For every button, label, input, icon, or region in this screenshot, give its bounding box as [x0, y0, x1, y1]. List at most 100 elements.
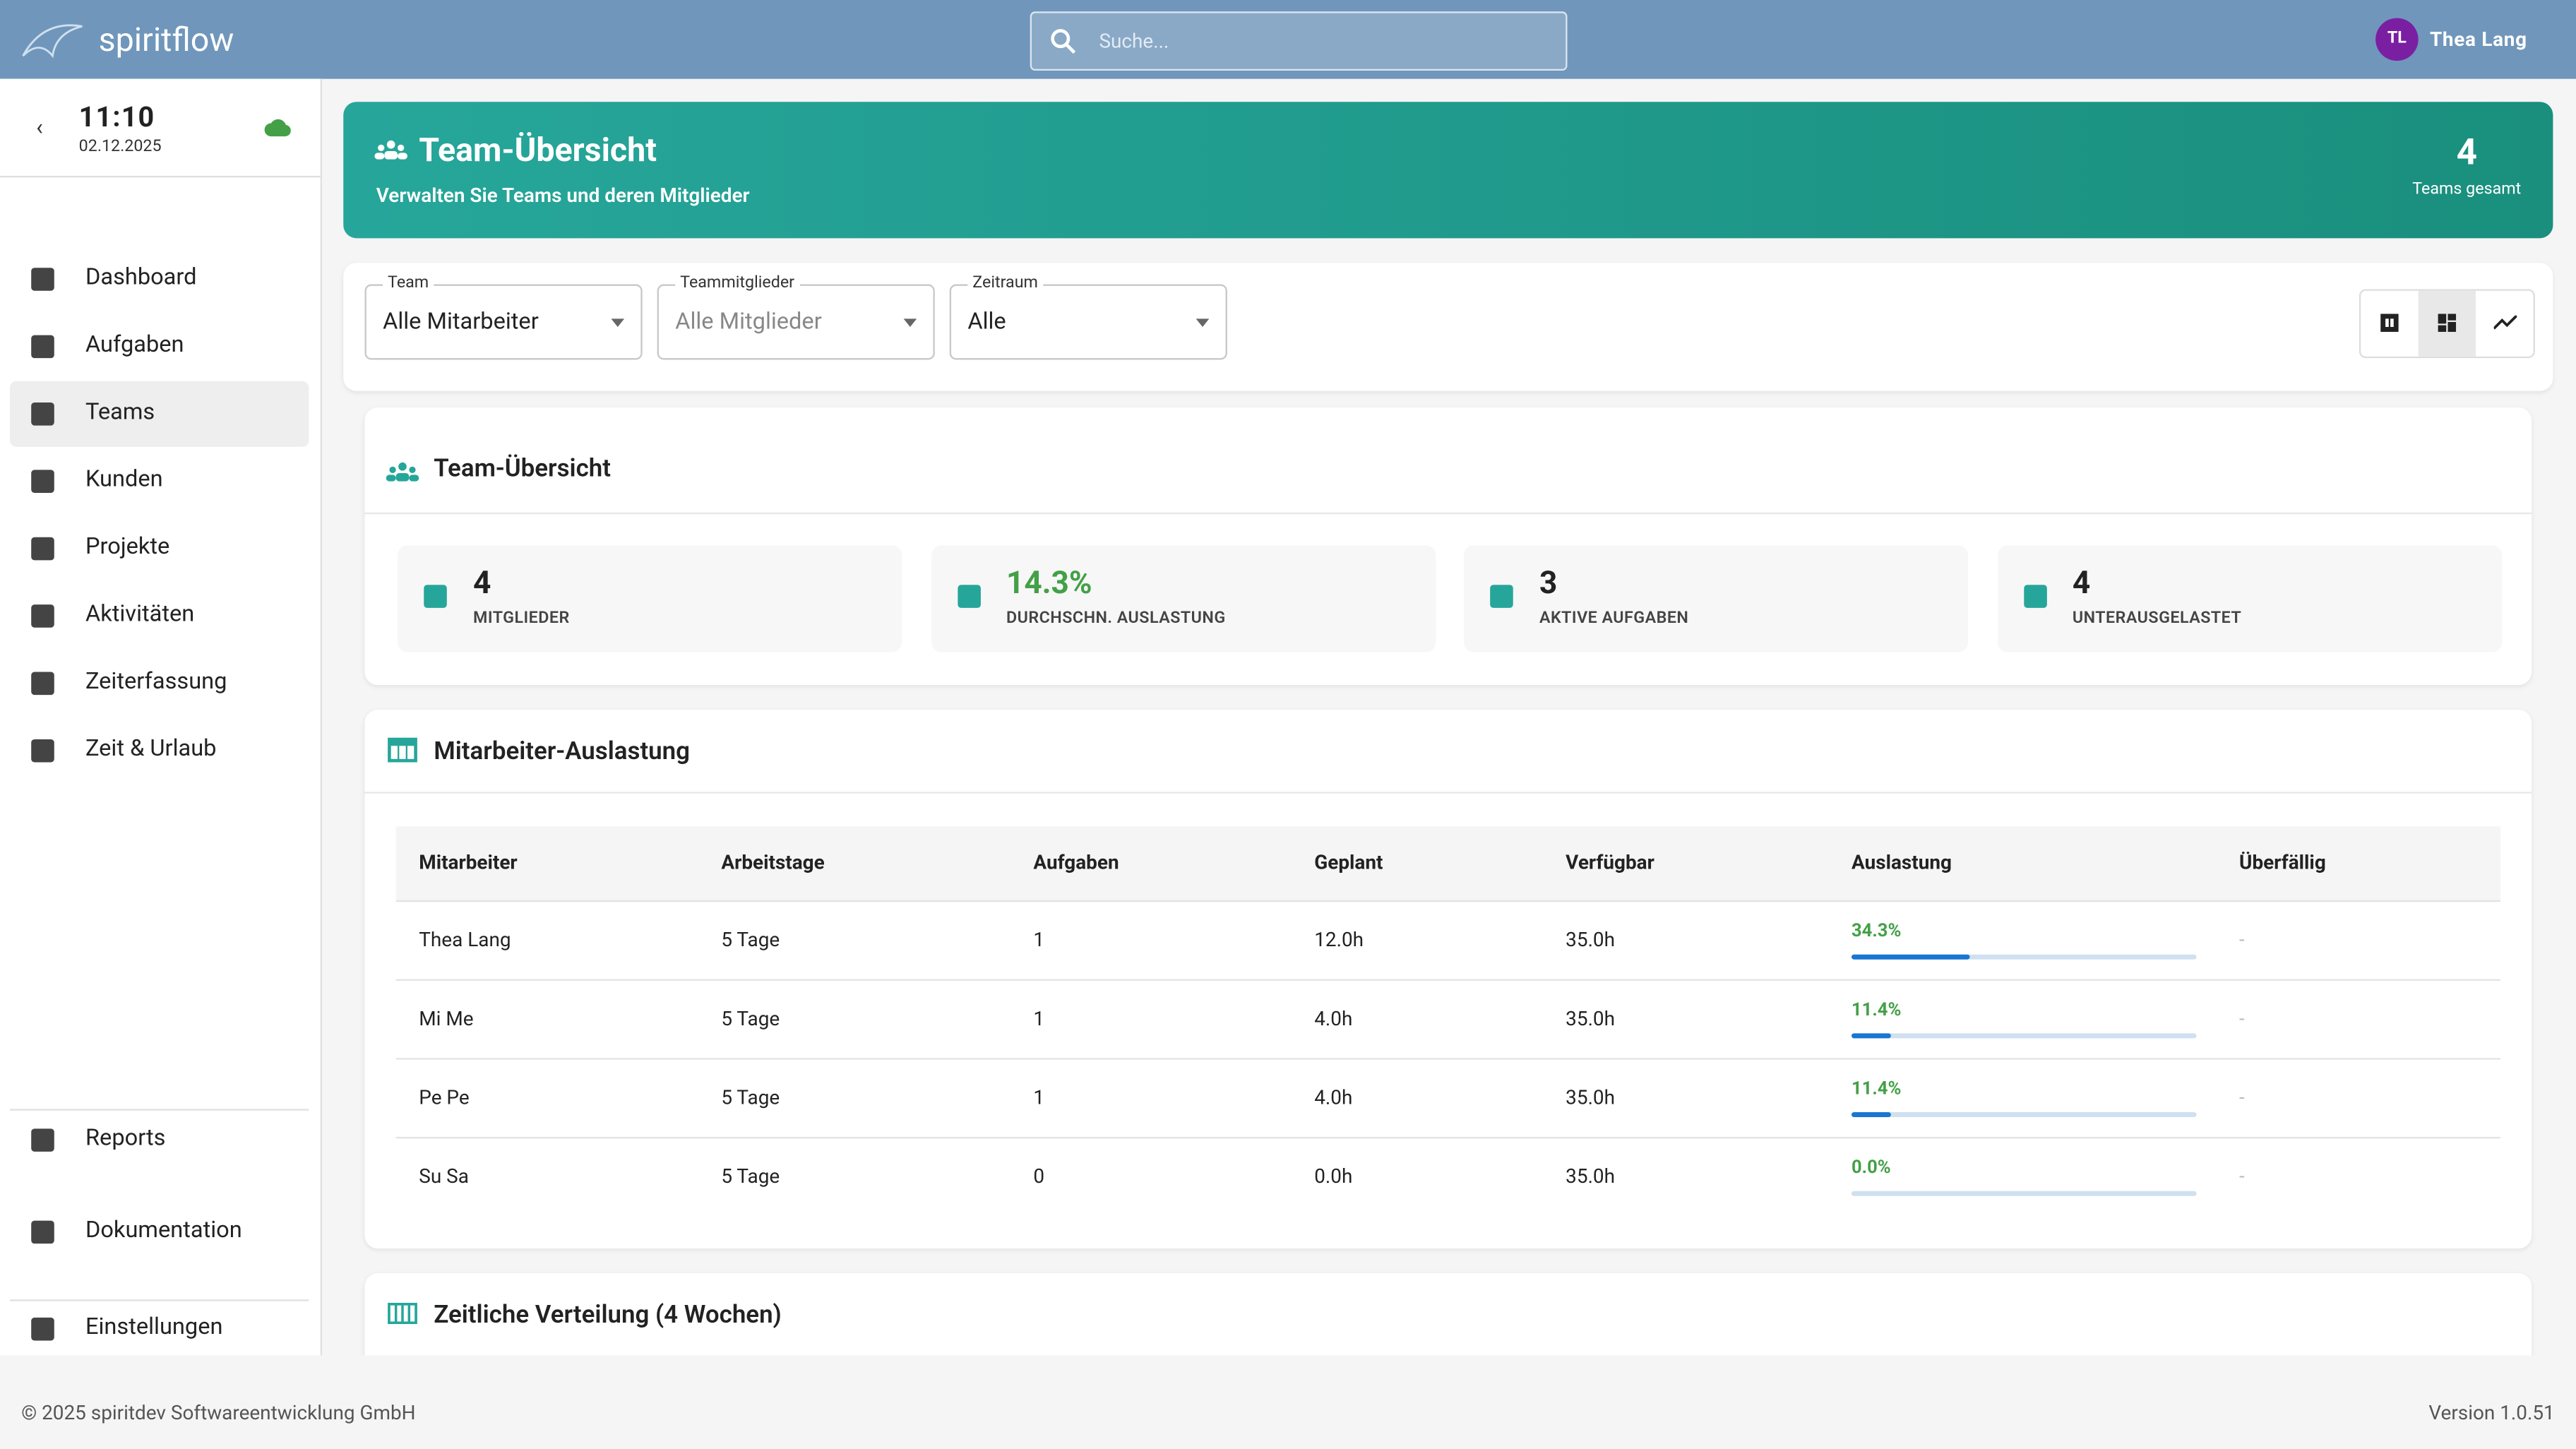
cell: Mi Me — [419, 1007, 474, 1030]
nav-item[interactable]: Zeit & Urlaub — [10, 718, 309, 784]
row-divider — [395, 1136, 2500, 1139]
progress-bar — [1851, 1033, 1891, 1039]
avatar[interactable]: TL — [2375, 18, 2419, 61]
cell: 0 — [1033, 1164, 1045, 1188]
filter-select[interactable]: Zeitraum Alle — [949, 274, 1227, 360]
column-header: Aufgaben — [1033, 851, 1119, 874]
nav-item[interactable]: Zeiterfassung — [10, 650, 309, 716]
sidebar: ‹ 11:10 02.12.2025 Dashboard Aufgaben Team… — [0, 78, 322, 1377]
filter-value: Alle — [967, 309, 1006, 335]
stat-icon — [424, 585, 447, 608]
nav-label: Teams — [85, 399, 155, 426]
cell: - — [2239, 1164, 2245, 1188]
stat-card: 3 AKTIVE AUFGABEN — [1463, 545, 1969, 652]
row-divider — [395, 900, 2500, 902]
distribution-title: Zeitliche Verteilung (4 Wochen) — [434, 1299, 782, 1330]
banner-title: Team-Übersicht — [419, 129, 657, 169]
nav-item[interactable]: Kunden — [10, 448, 309, 514]
nav-item[interactable]: Dokumentation — [10, 1199, 309, 1265]
cell: 35.0h — [1566, 1164, 1616, 1188]
stat-label: DURCHSCHN. AUSLASTUNG — [1006, 609, 1226, 628]
collapse-button[interactable]: ‹ — [36, 114, 43, 142]
nav-icon — [31, 1220, 54, 1244]
cell: - — [2239, 1085, 2245, 1109]
nav-item[interactable]: Reports — [10, 1107, 309, 1173]
stat-icon — [957, 585, 980, 608]
progress-track — [1851, 1033, 2197, 1039]
search-icon — [1051, 29, 1076, 54]
view-compact[interactable] — [2380, 314, 2399, 332]
utilization-label: 11.4% — [1851, 1078, 1902, 1099]
brand: spiritflow — [98, 19, 234, 59]
version: Version 1.0.51 — [2428, 1401, 2555, 1425]
cell: - — [2239, 928, 2245, 952]
stat-label: AKTIVE AUFGABEN — [1539, 609, 1689, 628]
cell: 35.0h — [1566, 1007, 1616, 1030]
divider — [364, 792, 2532, 794]
cell: 1 — [1033, 1007, 1045, 1030]
nav-item[interactable]: Aktivitäten — [10, 583, 309, 649]
nav-label: Einstellungen — [85, 1314, 223, 1341]
divider — [9, 1299, 309, 1301]
footer: © 2025 spiritdev Softwareentwicklung Gmb… — [0, 1355, 2576, 1449]
column-header: Auslastung — [1851, 851, 1952, 874]
stat-icon — [2023, 585, 2046, 608]
stat-value: 4 — [2072, 563, 2091, 602]
progress-bar — [1851, 954, 1970, 960]
nav-label: Zeiterfassung — [85, 668, 227, 696]
nav-item[interactable]: Aufgaben — [10, 314, 309, 379]
column-header: Verfügbar — [1566, 851, 1654, 874]
logo — [22, 24, 83, 59]
utilization-title: Mitarbeiter-Auslastung — [434, 736, 690, 766]
cell: 35.0h — [1566, 928, 1616, 952]
nav-item[interactable]: Dashboard — [10, 246, 309, 312]
nav-icon — [31, 470, 54, 493]
column-header: Mitarbeiter — [419, 851, 518, 874]
cell: 5 Tage — [721, 928, 780, 952]
distribution-icon — [388, 1302, 417, 1325]
utilization-label: 0.0% — [1851, 1156, 1891, 1179]
user-name[interactable]: Thea Lang — [2429, 28, 2527, 52]
view-toggle — [2359, 289, 2535, 359]
top-bar: spiritflow Suche... TL Thea Lang — [0, 0, 2576, 79]
sync-icon — [264, 119, 291, 137]
cell: 1 — [1033, 1085, 1045, 1109]
overview-title: Team-Übersicht — [434, 453, 611, 483]
cell: Thea Lang — [419, 928, 511, 952]
banner: Team-Übersicht Verwalten Sie Teams und d… — [343, 102, 2553, 239]
cell: - — [2239, 1007, 2245, 1030]
filter-label: Teammitglieder — [675, 274, 800, 293]
cell: Pe Pe — [419, 1085, 470, 1109]
stat-value: 14.3% — [1006, 563, 1092, 602]
clock-date: 02.12.2025 — [78, 138, 162, 157]
stat-card: 4 MITGLIEDER — [398, 545, 902, 652]
stat-label: UNTERAUSGELASTET — [2072, 609, 2242, 628]
filter-select[interactable]: Teammitglieder Alle Mitglieder — [657, 274, 935, 360]
filter-value: Alle Mitglieder — [675, 309, 822, 335]
stat-value: 4 — [473, 563, 491, 602]
team-count: 4 — [2456, 133, 2477, 174]
nav-item[interactable]: Teams — [9, 381, 309, 447]
nav-icon — [31, 335, 54, 359]
filter-select[interactable]: Team Alle Mitarbeiter — [364, 274, 643, 360]
stat-icon — [1490, 585, 1513, 608]
view-trend[interactable] — [2493, 315, 2517, 330]
nav-label: Projekte — [85, 534, 170, 561]
row-divider — [395, 979, 2500, 981]
row-divider — [395, 1058, 2500, 1060]
nav-icon — [31, 1128, 54, 1152]
cell: Su Sa — [419, 1164, 469, 1188]
divider — [364, 512, 2532, 515]
filter-label: Zeitraum — [967, 274, 1043, 293]
cell: 35.0h — [1566, 1085, 1616, 1109]
search-box[interactable]: Suche... — [1030, 11, 1568, 71]
nav-item[interactable]: Einstellungen — [10, 1296, 309, 1362]
stat-card: 4 UNTERAUSGELASTET — [1996, 545, 2502, 652]
cell: 4.0h — [1314, 1007, 1353, 1030]
clock-time: 11:10 — [78, 102, 155, 135]
nav-item[interactable]: Projekte — [10, 516, 309, 582]
column-header: Überfällig — [2239, 851, 2326, 874]
cell: 12.0h — [1314, 928, 1364, 952]
view-grid[interactable] — [2438, 314, 2457, 332]
